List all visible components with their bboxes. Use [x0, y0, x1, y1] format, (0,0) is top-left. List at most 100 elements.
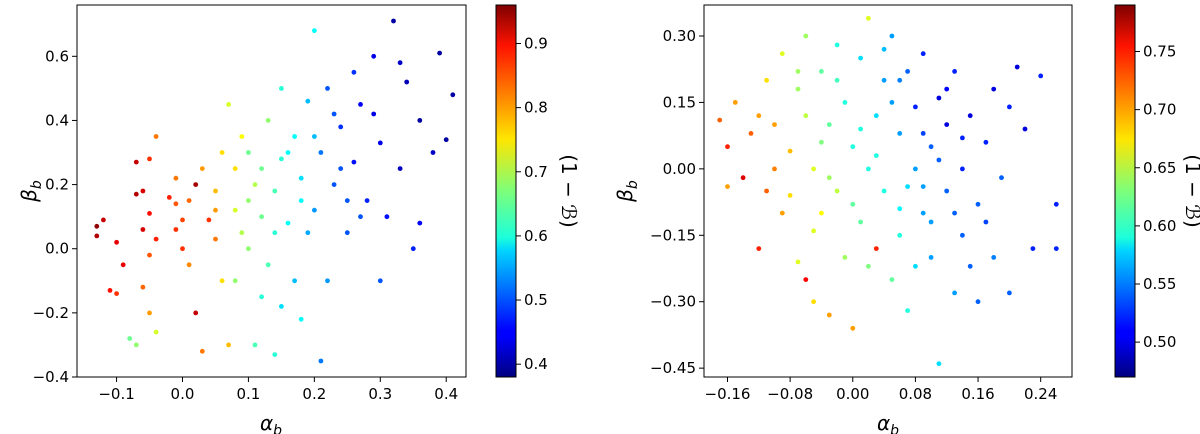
right-scatter-point: [952, 210, 957, 216]
right-scatter-point: [756, 246, 762, 252]
right-scatter-point: [866, 263, 871, 269]
left-y-tick-label: −0.4: [33, 368, 69, 386]
left-x-tick-label: 0.0: [171, 385, 195, 403]
left-scatter-point: [351, 159, 357, 165]
right-scatter-point: [834, 77, 840, 83]
right-x-axis-label: αb: [877, 411, 899, 434]
right-scatter-point: [944, 86, 950, 92]
right-scatter-point: [905, 184, 910, 190]
left-scatter-point: [298, 316, 304, 322]
left-x-axis-label: αb: [260, 411, 282, 434]
left-scatter-point: [120, 262, 126, 268]
left-colorbar-ticks: 0.4 0.5 0.6 0.7 0.8 0.9: [516, 34, 548, 373]
right-scatter-point: [881, 77, 887, 83]
right-scatter-point: [858, 219, 863, 225]
right-scatter-point: [826, 175, 832, 181]
left-scatter-point: [147, 156, 152, 162]
left-scatter-point: [358, 214, 363, 220]
left-scatter-point: [292, 134, 297, 139]
left-scatter-points: [94, 18, 456, 364]
right-scatter-point: [772, 166, 777, 172]
right-scatter-point: [983, 139, 989, 145]
left-colorbar: [495, 4, 517, 378]
right-x-tick-label: 0.00: [836, 385, 869, 403]
left-scatter-point: [443, 137, 449, 143]
right-scatter-point: [740, 175, 746, 181]
right-scatter-point: [1038, 73, 1044, 79]
left-scatter-point: [344, 198, 350, 204]
right-scatter-point: [842, 255, 848, 260]
left-colorbar-tick-label: 0.8: [524, 99, 548, 117]
left-scatter-point: [430, 150, 436, 155]
right-colorbar-ticks: 0.50 0.55 0.60 0.65 0.70 0.75: [1135, 43, 1176, 351]
left-scatter-point: [180, 246, 185, 252]
right-colorbar: [1114, 4, 1136, 378]
left-x-tick-label: 0.4: [434, 385, 458, 403]
right-scatter-point: [834, 42, 840, 48]
left-scatter-point: [417, 220, 423, 226]
left-scatter-point: [252, 342, 258, 348]
right-scatter-point: [952, 69, 957, 74]
right-scatter-point: [936, 157, 942, 163]
right-scatter-point: [725, 184, 730, 190]
left-scatter-point: [272, 352, 278, 357]
right-scatter-point: [866, 15, 871, 21]
right-scatter-point: [764, 77, 769, 83]
left-scatter-point: [219, 278, 225, 284]
right-y-tick-label: −0.30: [650, 293, 696, 311]
right-scatter-point: [913, 166, 918, 172]
right-scatter-point: [1053, 246, 1059, 252]
left-plot-frame: [76, 4, 467, 378]
left-colorbar-label: (1 − ℬ): [557, 154, 581, 228]
right-scatter-point: [897, 77, 903, 83]
right-y-axis-label: βb: [613, 180, 641, 203]
left-scatter-point: [397, 60, 403, 66]
right-scatter-point: [1030, 246, 1036, 252]
right-scatter-points: [717, 15, 1059, 367]
left-scatter-point: [193, 182, 199, 188]
left-scatter-point: [437, 50, 442, 56]
left-scatter-point: [114, 291, 119, 296]
right-scatter-point: [913, 263, 918, 269]
right-scatter-point: [811, 299, 816, 305]
left-scatter-point: [133, 191, 139, 197]
left-scatter-point: [219, 150, 225, 155]
left-scatter-point: [404, 79, 410, 85]
right-scatter-point: [732, 100, 738, 105]
left-scatter-point: [246, 198, 251, 204]
left-colorbar-tick-label: 0.7: [524, 163, 548, 181]
left-scatter-point: [331, 182, 337, 188]
left-scatter-point: [206, 217, 212, 223]
right-scatter-point: [873, 246, 879, 252]
left-scatter-point: [140, 188, 146, 194]
right-scatter-point: [873, 113, 879, 119]
left-scatter-point: [147, 310, 152, 316]
left-scatter-point: [265, 262, 271, 268]
right-scatter-point: [952, 290, 957, 296]
right-scatter-point: [795, 259, 801, 265]
right-scatter-point: [936, 95, 942, 101]
right-scatter-point: [850, 325, 856, 331]
left-colorbar-tick-label: 0.6: [524, 227, 548, 245]
right-scatter-point: [928, 255, 934, 260]
left-scatter-point: [325, 86, 330, 91]
left-scatter-point: [312, 207, 317, 213]
left-scatter-point: [133, 342, 139, 348]
right-scatter-point: [920, 131, 926, 136]
left-scatter-point: [351, 69, 357, 75]
left-scatter-point: [305, 230, 311, 236]
right-scatter-point: [1007, 104, 1012, 110]
left-colorbar-tick-label: 0.9: [524, 34, 548, 52]
left-y-tick-label: −0.2: [33, 304, 69, 322]
left-scatter-point: [147, 211, 152, 216]
right-scatter-point: [967, 263, 973, 269]
left-scatter-point: [140, 284, 146, 290]
right-y-axis: −0.45 −0.30 −0.15 0.00 0.15 0.30: [650, 27, 704, 377]
right-scatter-point: [975, 299, 981, 305]
left-scatter-point: [358, 102, 363, 107]
left-scatter-point: [298, 175, 304, 181]
right-scatter-point: [756, 113, 762, 119]
right-x-axis: −0.16 −0.08 0.00 0.08 0.16 0.24: [705, 377, 1057, 403]
left-scatter-point: [173, 201, 179, 207]
left-scatter-point: [265, 118, 271, 123]
